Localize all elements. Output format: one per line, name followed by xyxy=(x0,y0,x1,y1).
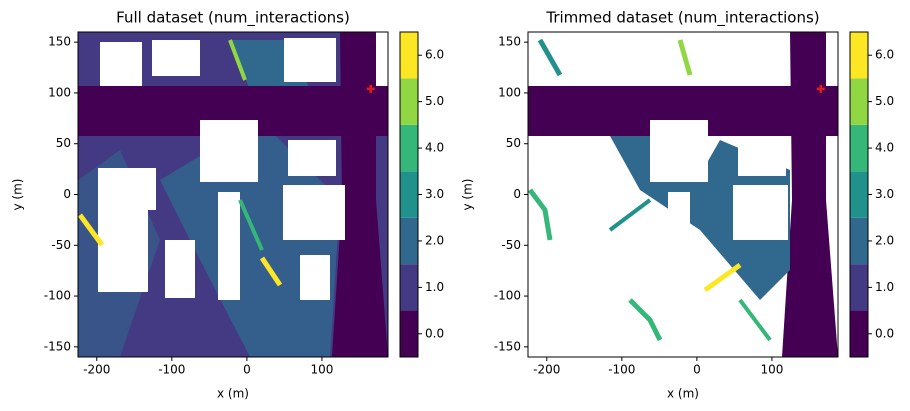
colorbar-segment xyxy=(850,124,868,172)
stripe xyxy=(608,198,652,232)
colorbar-segment xyxy=(850,264,868,311)
stripe xyxy=(677,39,693,76)
colorbar-tick-label: 2.0 xyxy=(425,233,444,247)
stripe xyxy=(259,256,283,287)
x-axis-label: x (m) xyxy=(217,387,249,401)
colorbar-tick-label: 6.0 xyxy=(425,48,444,62)
y-tick-label: -50 xyxy=(501,238,521,252)
stripe xyxy=(628,298,663,342)
colorbar-segment xyxy=(850,171,868,218)
colorbar-segment xyxy=(400,78,418,125)
y-tick-label: 150 xyxy=(498,35,521,49)
chart-title: Full dataset (num_interactions) xyxy=(116,9,350,28)
y-tick-label: 100 xyxy=(498,85,521,99)
x-tick-label: -200 xyxy=(533,363,560,377)
street xyxy=(332,32,388,357)
colorbar-tick-label: 2.0 xyxy=(875,233,894,247)
building xyxy=(98,168,156,210)
y-axis-label: y (m) xyxy=(461,179,475,211)
x-tick-label: 0 xyxy=(243,363,251,377)
building xyxy=(300,255,330,300)
colorbar-segment xyxy=(400,171,418,218)
x-axis-label: x (m) xyxy=(667,387,699,401)
y-tick-label: 50 xyxy=(506,136,521,150)
y-axis-label: y (m) xyxy=(11,179,25,211)
building xyxy=(152,40,200,76)
y-tick-label: 0 xyxy=(63,187,71,201)
stripe xyxy=(78,213,105,247)
stripe xyxy=(228,39,247,81)
stripe xyxy=(537,38,563,77)
colorbar-tick-label: 1.0 xyxy=(425,280,444,294)
y-tick-label: 50 xyxy=(56,136,71,150)
colorbar-tick-label: 0.0 xyxy=(425,326,444,340)
building xyxy=(100,42,142,86)
colorbar-tick-label: 6.0 xyxy=(875,48,894,62)
y-tick-label: 150 xyxy=(48,35,71,49)
colorbar-segment xyxy=(400,217,418,265)
x-tick-label: -100 xyxy=(158,363,185,377)
building xyxy=(218,192,240,300)
chart-title: Trimmed dataset (num_interactions) xyxy=(545,9,819,28)
building xyxy=(650,120,708,182)
map-trimmed xyxy=(528,32,838,357)
building xyxy=(165,240,195,298)
building xyxy=(376,32,388,86)
colorbar-segment xyxy=(850,217,868,265)
marker xyxy=(366,84,375,93)
y-tick-label: -150 xyxy=(44,339,71,353)
y-tick-label: -100 xyxy=(494,289,521,303)
marker xyxy=(816,84,825,93)
colorbar-segment xyxy=(400,264,418,311)
map-full xyxy=(78,32,388,357)
y-tick-label: 100 xyxy=(48,85,71,99)
building xyxy=(200,120,258,182)
colorbar-tick-label: 4.0 xyxy=(875,141,894,155)
colorbar-segment xyxy=(850,78,868,125)
y-tick-label: 0 xyxy=(513,187,521,201)
stripe xyxy=(238,199,264,251)
y-tick-label: -50 xyxy=(51,238,71,252)
colorbar-segment xyxy=(850,310,868,357)
colorbar-segment xyxy=(400,32,418,79)
x-tick-label: 0 xyxy=(693,363,701,377)
colorbar-tick-label: 3.0 xyxy=(875,187,894,201)
colorbar-segment xyxy=(850,32,868,79)
street xyxy=(782,32,838,357)
colorbar-segment xyxy=(400,124,418,172)
building xyxy=(288,140,336,176)
x-tick-label: -100 xyxy=(608,363,635,377)
building xyxy=(738,140,786,176)
x-tick-label: 100 xyxy=(310,363,333,377)
colorbar-segment xyxy=(400,310,418,357)
x-tick-label: -200 xyxy=(83,363,110,377)
building xyxy=(733,185,788,240)
stripe xyxy=(528,188,553,241)
colorbar-tick-label: 3.0 xyxy=(425,187,444,201)
stripe xyxy=(703,262,742,293)
colorbar-tick-label: 0.0 xyxy=(875,326,894,340)
colorbar-tick-label: 5.0 xyxy=(875,94,894,108)
colorbar-tick-label: 4.0 xyxy=(425,141,444,155)
stripe xyxy=(738,298,772,342)
colorbar-tick-label: 1.0 xyxy=(875,280,894,294)
building xyxy=(284,38,336,82)
colorbar-tick-label: 5.0 xyxy=(425,94,444,108)
y-tick-label: -150 xyxy=(494,339,521,353)
x-tick-label: 100 xyxy=(760,363,783,377)
building xyxy=(98,210,148,292)
y-tick-label: -100 xyxy=(44,289,71,303)
building xyxy=(283,185,345,240)
building xyxy=(668,192,690,252)
